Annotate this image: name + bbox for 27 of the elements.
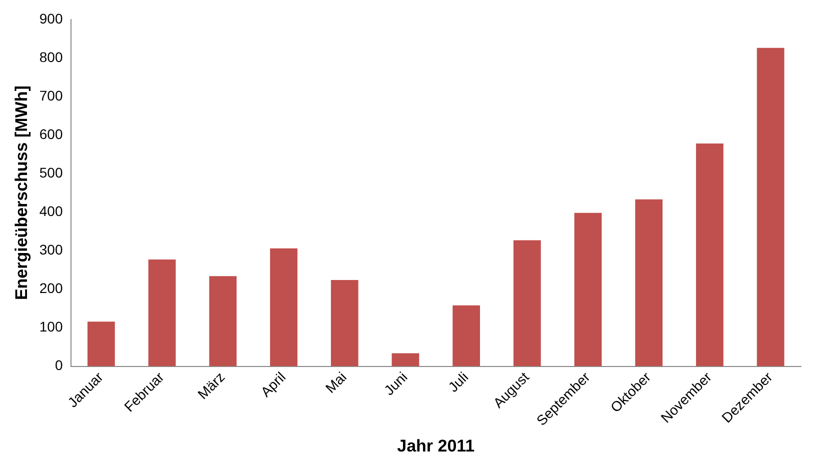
y-tick-label: 800	[39, 48, 63, 65]
bar	[452, 305, 480, 366]
y-tick-label: 300	[39, 242, 63, 258]
y-axis-title: Energieüberschuss [MWh]	[12, 86, 31, 300]
x-axis-title: Jahr 2011	[397, 436, 475, 456]
y-tick-label: 200	[39, 280, 63, 296]
x-tick-label: Mai	[322, 368, 350, 396]
bar	[148, 260, 176, 366]
bar	[513, 240, 541, 366]
y-tick-label: 400	[39, 202, 63, 219]
bar	[87, 322, 115, 366]
y-tick-label: 700	[39, 87, 63, 104]
y-tick-label: 900	[39, 10, 63, 26]
y-tick-label: 100	[39, 318, 63, 335]
bar	[635, 199, 663, 366]
bar	[209, 276, 237, 366]
y-tick-label: 500	[39, 164, 63, 180]
bar	[270, 248, 298, 366]
x-tick-label: Juni	[380, 368, 410, 398]
x-tick-label: Juli	[444, 368, 472, 395]
bar	[756, 48, 784, 366]
bar	[392, 353, 420, 366]
bar	[574, 212, 602, 366]
y-tick-label: 0	[54, 357, 63, 374]
bar	[330, 280, 358, 366]
y-tick-label: 600	[39, 126, 63, 142]
bar	[696, 144, 724, 366]
